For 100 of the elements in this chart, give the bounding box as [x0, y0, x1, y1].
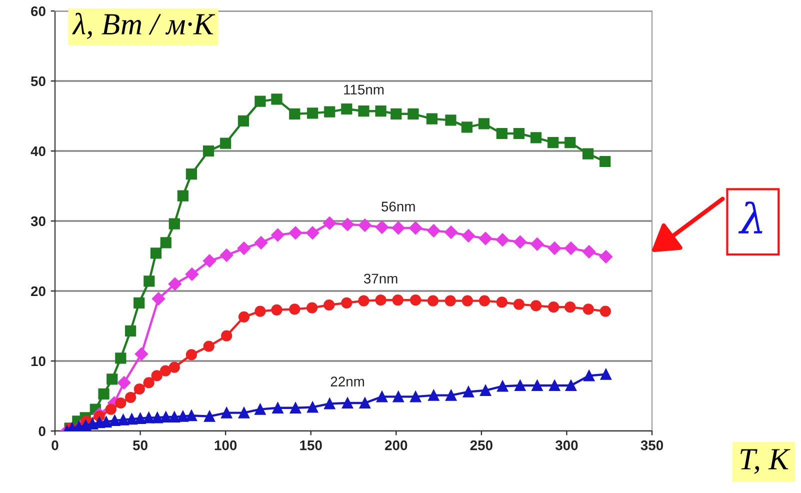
point	[480, 384, 492, 396]
point	[446, 390, 457, 401]
point	[271, 94, 282, 105]
point	[289, 304, 300, 315]
point	[359, 397, 370, 409]
point	[376, 391, 388, 402]
text: λ	[738, 201, 762, 234]
point	[564, 242, 578, 255]
point	[478, 295, 490, 306]
y-tick-label: 60	[31, 6, 46, 16]
x-tick-label: 50	[132, 440, 148, 450]
point	[548, 137, 559, 148]
point	[271, 304, 282, 316]
point	[324, 106, 336, 118]
point	[514, 380, 526, 392]
point	[186, 168, 198, 180]
point	[324, 299, 335, 311]
point	[238, 115, 250, 126]
point	[427, 295, 439, 306]
point	[307, 402, 318, 413]
point	[392, 221, 405, 235]
point	[496, 233, 510, 246]
point	[288, 226, 302, 240]
point	[496, 296, 508, 308]
point	[238, 407, 250, 418]
point	[220, 138, 232, 149]
point	[478, 118, 490, 130]
x-tick-label: 0	[52, 440, 58, 450]
point	[143, 412, 154, 424]
point	[532, 380, 543, 392]
point	[152, 412, 163, 424]
point	[410, 294, 422, 306]
y-tick-label: 30	[30, 216, 46, 226]
point	[564, 302, 576, 313]
point	[271, 228, 284, 242]
point	[342, 397, 354, 409]
point	[160, 411, 172, 423]
x-tick-label: 200	[385, 440, 408, 450]
point	[599, 250, 613, 264]
series-label: 37nm	[364, 274, 398, 284]
point	[134, 347, 148, 361]
point	[143, 377, 154, 388]
series-label: 56nm	[382, 202, 415, 212]
y-tick-label: 20	[31, 286, 46, 296]
point	[168, 218, 180, 230]
point	[340, 218, 354, 232]
point	[306, 302, 318, 314]
point	[254, 96, 266, 107]
point	[254, 236, 268, 250]
point	[105, 404, 117, 415]
point	[426, 113, 438, 124]
point	[478, 232, 492, 246]
point	[185, 268, 199, 281]
y-tick-label: 0	[38, 426, 46, 436]
x-tick-label: 300	[555, 440, 578, 450]
point	[496, 128, 508, 140]
point	[109, 414, 120, 426]
y-tick-label: 10	[31, 356, 46, 366]
point	[125, 392, 136, 403]
point	[584, 370, 595, 382]
point	[204, 410, 216, 422]
point	[409, 221, 422, 235]
point	[134, 412, 146, 424]
point	[548, 302, 560, 313]
point	[290, 402, 302, 414]
point	[106, 374, 118, 385]
point	[375, 294, 386, 306]
point	[428, 390, 440, 401]
point	[323, 216, 336, 230]
point	[160, 237, 172, 248]
point	[513, 128, 525, 140]
point	[254, 306, 266, 317]
x-axis-title: T, K	[740, 449, 790, 474]
point	[125, 325, 136, 336]
point	[513, 298, 525, 310]
point	[530, 238, 544, 251]
point	[220, 248, 234, 262]
point	[410, 391, 422, 402]
point	[98, 388, 110, 400]
point	[392, 391, 404, 402]
point	[272, 402, 284, 414]
y-tick-label: 40	[30, 146, 46, 156]
point	[168, 277, 182, 291]
point	[600, 306, 611, 317]
point	[427, 224, 440, 238]
x-tick-label: 100	[214, 440, 237, 450]
point	[117, 376, 131, 390]
point	[177, 410, 188, 422]
point	[549, 380, 560, 392]
point	[134, 297, 145, 308]
point	[118, 414, 129, 426]
point	[564, 137, 576, 148]
point	[461, 122, 472, 133]
point	[444, 295, 456, 306]
point	[289, 108, 300, 120]
point	[202, 254, 216, 268]
point	[150, 248, 162, 259]
point	[444, 226, 458, 239]
point	[497, 380, 508, 392]
point	[306, 226, 320, 240]
